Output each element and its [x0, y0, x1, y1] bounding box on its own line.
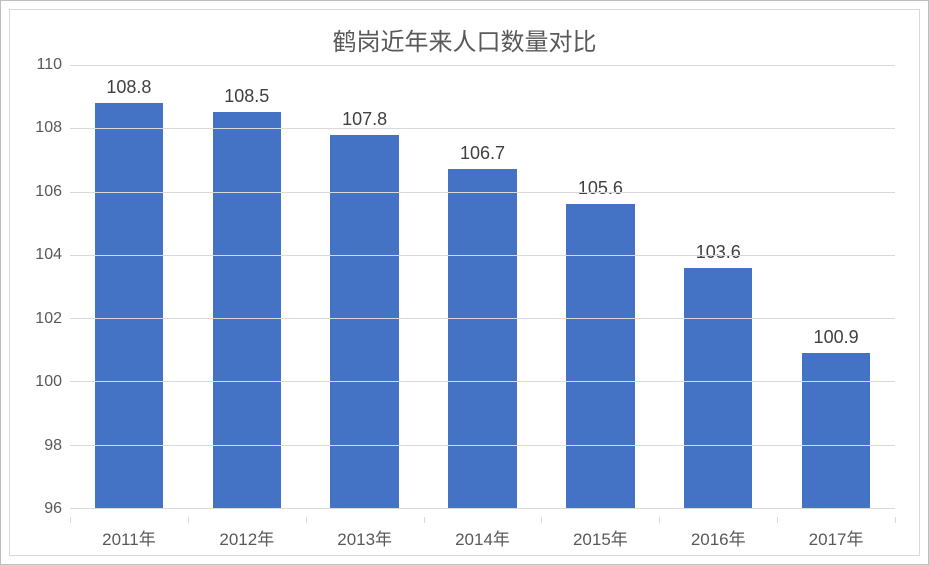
x-slot: 2017年: [777, 517, 895, 555]
bar-slot: 106.7: [424, 65, 542, 508]
y-tick-label: 100: [35, 373, 62, 391]
gridline: [70, 65, 895, 66]
x-tick-label: 2012年: [188, 517, 306, 550]
x-axis: 2011年2012年2013年2014年2015年2016年2017年: [10, 517, 919, 555]
x-slot: 2015年: [541, 517, 659, 555]
bar-slot: 108.8: [70, 65, 188, 508]
chart-title: 鹤岗近年来人口数量对比: [10, 10, 919, 65]
bar-value-label: 107.8: [342, 109, 387, 130]
gridline: [70, 192, 895, 193]
x-tick-label: 2016年: [659, 517, 777, 550]
gridline: [70, 445, 895, 446]
bar-slot: 107.8: [306, 65, 424, 508]
bar: 103.6: [684, 268, 752, 508]
x-slot: 2016年: [659, 517, 777, 555]
gridline: [70, 318, 895, 319]
bar: 105.6: [566, 204, 634, 508]
y-axis: 9698100102104106108110: [20, 65, 70, 509]
x-tick-label: 2014年: [424, 517, 542, 550]
y-tick-label: 98: [44, 437, 62, 455]
x-tick-mark: [541, 517, 542, 523]
bar-value-label: 103.6: [696, 242, 741, 263]
y-tick-label: 104: [35, 246, 62, 264]
bar-value-label: 100.9: [814, 327, 859, 348]
x-tick-mark: [188, 517, 189, 523]
y-tick-label: 96: [44, 500, 62, 518]
x-tick-mark: [659, 517, 660, 523]
plot-wrapper: 9698100102104106108110 108.8108.5107.810…: [10, 65, 919, 517]
x-tick-mark: [70, 517, 71, 523]
gridline: [70, 255, 895, 256]
bar-value-label: 105.6: [578, 178, 623, 199]
y-tick-label: 106: [35, 183, 62, 201]
x-tick-label: 2013年: [306, 517, 424, 550]
bar: 106.7: [448, 169, 516, 508]
chart-inner: 鹤岗近年来人口数量对比 96 98 100 102 104 106 108 110 108.8…: [9, 9, 920, 556]
bar-slot: 108.5: [188, 65, 306, 508]
y-tick-label: 102: [35, 310, 62, 328]
gridline: [70, 381, 895, 382]
x-tick-label: 2011年: [70, 517, 188, 550]
plot-area: 108.8 108.5 107.8 106.7 105.6 103.6 100.9: [70, 65, 895, 509]
x-slot: 2014年: [424, 517, 542, 555]
bar-value-label: 106.7: [460, 143, 505, 164]
bar: 108.8: [95, 103, 163, 508]
bar-slot: 103.6: [659, 65, 777, 508]
x-slot: 2013年: [306, 517, 424, 555]
bar-slot: 100.9: [777, 65, 895, 508]
x-tick-mark: [424, 517, 425, 523]
x-slot: 2011年: [70, 517, 188, 555]
bar: 108.5: [213, 112, 281, 508]
bar-value-label: 108.8: [106, 77, 151, 98]
x-tick-mark: [306, 517, 307, 523]
bar: 100.9: [802, 353, 870, 508]
x-tick-label: 2017年: [777, 517, 895, 550]
bar-slot: 105.6: [541, 65, 659, 508]
bars-group: 108.8 108.5 107.8 106.7 105.6 103.6 100.9: [70, 65, 895, 508]
x-tick-label: 2015年: [541, 517, 659, 550]
x-slot: 2012年: [188, 517, 306, 555]
bar-value-label: 108.5: [224, 86, 269, 107]
y-tick-label: 108: [35, 119, 62, 137]
x-tick-mark: [777, 517, 778, 523]
x-tick-mark: [895, 517, 896, 523]
chart-container: 鹤岗近年来人口数量对比 96 98 100 102 104 106 108 110 108.8…: [0, 0, 929, 565]
y-tick-label: 110: [36, 56, 62, 74]
gridline: [70, 128, 895, 129]
